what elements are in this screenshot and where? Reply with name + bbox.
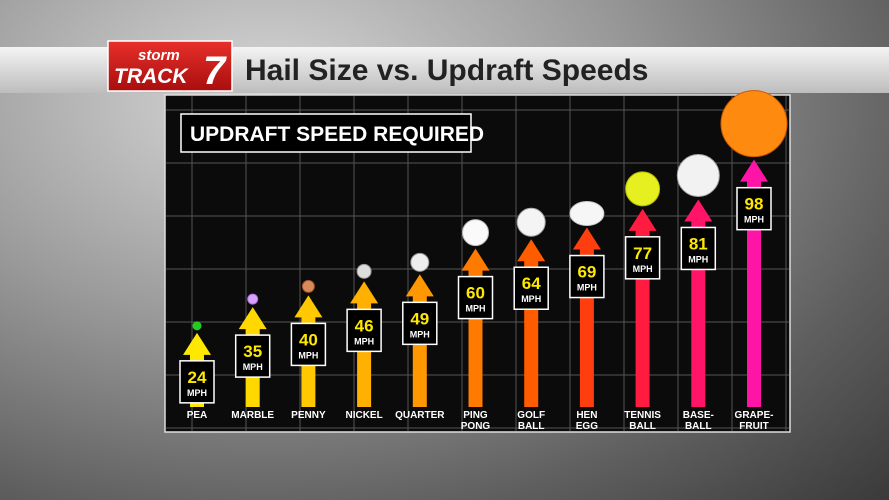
value-label: 35 bbox=[243, 342, 262, 361]
hail-icon bbox=[569, 201, 605, 227]
label-box bbox=[179, 360, 215, 404]
label-box bbox=[290, 322, 327, 367]
category-label: PENNY bbox=[291, 410, 326, 421]
category-label: PING PONG bbox=[460, 410, 491, 432]
logo-bottom: TRACK bbox=[114, 65, 189, 88]
label-box bbox=[402, 301, 438, 346]
value-label: 49 bbox=[410, 309, 429, 328]
value-label: 64 bbox=[522, 274, 541, 293]
value-label: 24 bbox=[188, 368, 207, 387]
unit-label: MPH bbox=[521, 294, 541, 304]
category-label: QUARTER bbox=[395, 410, 445, 421]
logo-top: storm bbox=[138, 47, 180, 64]
category-label: HEN EGG bbox=[575, 410, 598, 432]
category-label: GRAPE- FRUIT bbox=[734, 410, 774, 432]
hail-icon bbox=[720, 90, 788, 158]
category-label: TENNIS BALL bbox=[624, 410, 661, 432]
value-label: 69 bbox=[577, 263, 596, 282]
value-label: 46 bbox=[355, 316, 374, 335]
title: Hail Size vs. Updraft Speeds bbox=[245, 54, 648, 87]
category-label: MARBLE bbox=[231, 410, 275, 421]
value-label: 40 bbox=[299, 330, 318, 349]
unit-label: MPH bbox=[298, 350, 318, 360]
unit-label: MPH bbox=[633, 264, 653, 274]
hail-icon bbox=[410, 252, 430, 272]
category-label: PEA bbox=[186, 410, 208, 421]
unit-label: MPH bbox=[466, 304, 486, 314]
unit-label: MPH bbox=[354, 336, 374, 346]
unit-label: MPH bbox=[744, 215, 764, 225]
label-box bbox=[736, 186, 772, 231]
category-label: BASE- BALL bbox=[682, 410, 714, 432]
logo-number: 7 bbox=[203, 49, 227, 93]
value-label: 81 bbox=[689, 234, 708, 253]
category-label: NICKEL bbox=[345, 410, 383, 421]
label-box bbox=[234, 334, 271, 378]
unit-label: MPH bbox=[577, 283, 597, 293]
value-label: 60 bbox=[466, 284, 485, 303]
logo bbox=[107, 40, 233, 92]
hail-icon bbox=[516, 207, 546, 237]
hail-icon bbox=[192, 321, 202, 331]
label-box bbox=[624, 236, 661, 280]
hail-icon bbox=[462, 219, 489, 247]
label-box bbox=[569, 254, 605, 299]
unit-label: MPH bbox=[410, 329, 430, 339]
unit-label: MPH bbox=[187, 388, 207, 398]
unit-label: MPH bbox=[243, 362, 263, 372]
hail-icon bbox=[247, 293, 259, 305]
hail-icon bbox=[625, 171, 661, 207]
label-box bbox=[457, 275, 494, 320]
hail-icon bbox=[301, 279, 315, 293]
category-label: GOLF BALL bbox=[517, 410, 546, 432]
label-box bbox=[346, 308, 382, 353]
value-label: 98 bbox=[745, 195, 764, 214]
subtitle: UPDRAFT SPEED REQUIRED bbox=[190, 123, 484, 146]
subtitle-box bbox=[180, 113, 472, 153]
hail-icon bbox=[356, 263, 372, 279]
hail-icon bbox=[676, 153, 720, 197]
label-box bbox=[513, 266, 549, 310]
value-label: 77 bbox=[633, 244, 652, 263]
unit-label: MPH bbox=[688, 254, 708, 264]
label-box bbox=[680, 226, 717, 271]
